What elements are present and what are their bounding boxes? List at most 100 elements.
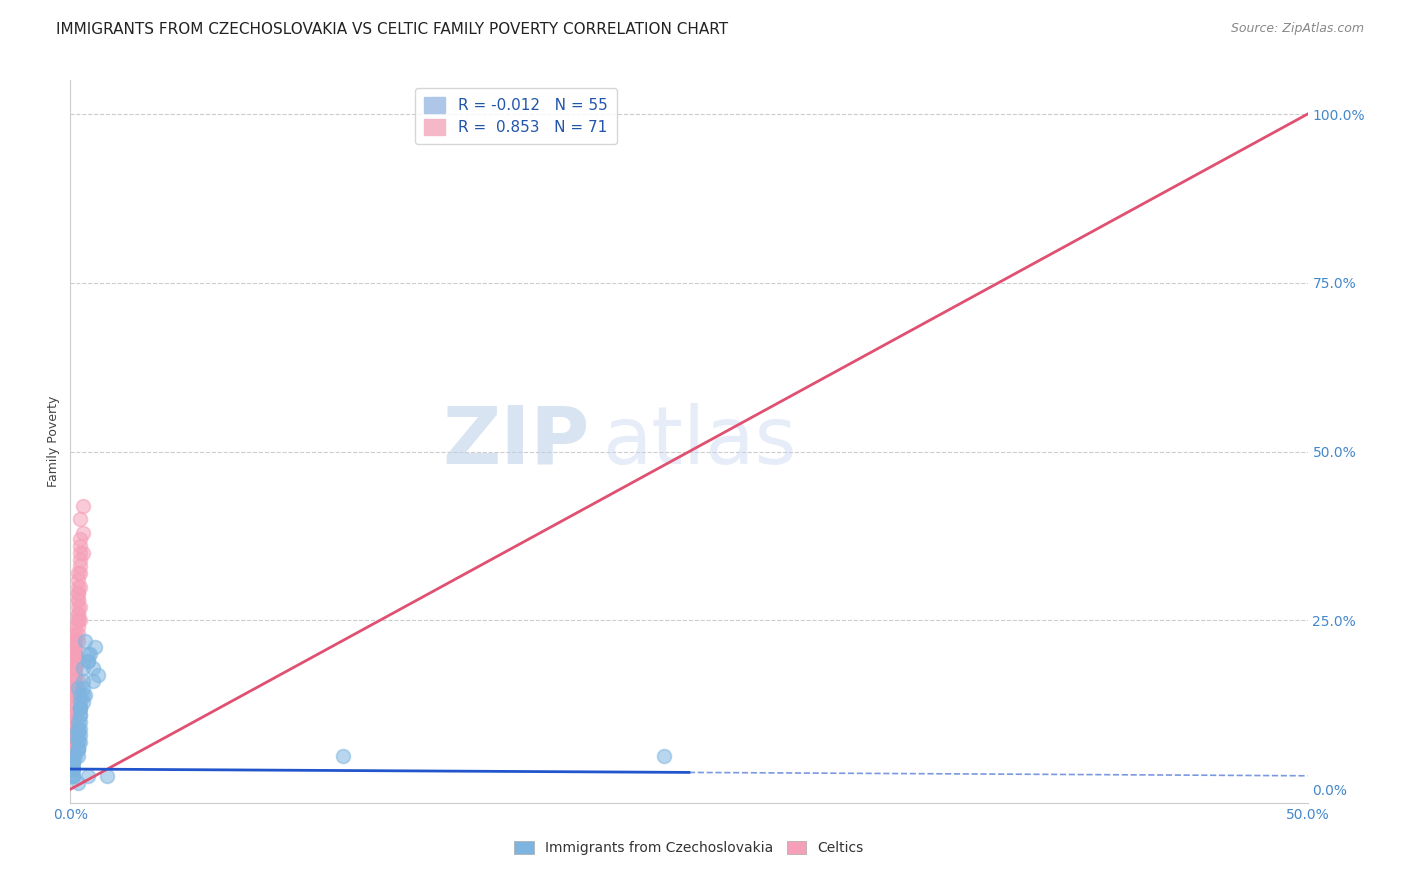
Point [69, 533, 91, 547]
Point [66, 586, 89, 600]
Point [69, 708, 91, 723]
Point [65, 627, 87, 641]
Point [69, 559, 91, 574]
Point [62, 769, 84, 783]
Point [62, 756, 84, 770]
Point [66, 728, 89, 742]
Point [72, 661, 94, 675]
Point [62, 722, 84, 736]
Point [652, 748, 675, 763]
Point [69, 701, 91, 715]
Point [69, 694, 91, 708]
Point [62, 748, 84, 763]
Point [65, 647, 87, 661]
Text: Source: ZipAtlas.com: Source: ZipAtlas.com [1230, 22, 1364, 36]
Point [66, 614, 89, 628]
Point [65, 674, 87, 689]
Point [62, 735, 84, 749]
Point [66, 722, 89, 736]
Point [69, 722, 91, 736]
Point [69, 708, 91, 723]
Point [65, 694, 87, 708]
Point [62, 722, 84, 736]
Point [65, 681, 87, 695]
Point [65, 654, 87, 668]
Point [69, 512, 91, 526]
Point [66, 714, 89, 729]
Point [62, 748, 84, 763]
Point [65, 688, 87, 702]
Point [332, 748, 354, 763]
Text: atlas: atlas [602, 402, 797, 481]
Point [66, 735, 89, 749]
Point [62, 741, 84, 756]
Point [76, 654, 98, 668]
Point [65, 640, 87, 655]
Point [65, 667, 87, 681]
Point [66, 688, 89, 702]
Point [62, 762, 84, 776]
Point [65, 647, 87, 661]
Point [65, 688, 87, 702]
Point [66, 599, 89, 614]
Point [69, 714, 91, 729]
Point [66, 741, 89, 756]
Point [65, 708, 87, 723]
Point [69, 599, 91, 614]
Text: IMMIGRANTS FROM CZECHOSLOVAKIA VS CELTIC FAMILY POVERTY CORRELATION CHART: IMMIGRANTS FROM CZECHOSLOVAKIA VS CELTIC… [56, 22, 728, 37]
Point [62, 769, 84, 783]
Point [66, 620, 89, 634]
Point [65, 633, 87, 648]
Point [72, 546, 94, 560]
Point [62, 762, 84, 776]
Point [66, 607, 89, 621]
Point [66, 633, 89, 648]
Point [66, 681, 89, 695]
Point [62, 701, 84, 715]
Point [62, 741, 84, 756]
Point [72, 681, 94, 695]
Point [79, 647, 101, 661]
Point [62, 735, 84, 749]
Point [66, 627, 89, 641]
Point [75, 633, 97, 648]
Point [76, 647, 98, 661]
Point [66, 614, 89, 628]
Point [69, 701, 91, 715]
Point [86, 667, 108, 681]
Point [66, 722, 89, 736]
Point [69, 614, 91, 628]
Point [84, 640, 107, 655]
Point [72, 694, 94, 708]
Point [75, 688, 97, 702]
Point [66, 566, 89, 581]
Point [62, 748, 84, 763]
Point [69, 688, 91, 702]
Point [62, 708, 84, 723]
Point [62, 756, 84, 770]
Point [65, 728, 87, 742]
Point [66, 607, 89, 621]
Point [69, 539, 91, 553]
Point [65, 647, 87, 661]
Point [72, 499, 94, 513]
Point [62, 762, 84, 776]
Point [66, 593, 89, 607]
Point [76, 769, 98, 783]
Point [65, 640, 87, 655]
Point [65, 620, 87, 634]
Point [69, 580, 91, 594]
Point [66, 580, 89, 594]
Point [62, 708, 84, 723]
Point [66, 573, 89, 587]
Point [76, 654, 98, 668]
Point [65, 661, 87, 675]
Point [62, 681, 84, 695]
Text: ZIP: ZIP [443, 402, 591, 481]
Point [62, 756, 84, 770]
Point [62, 762, 84, 776]
Point [66, 654, 89, 668]
Point [66, 586, 89, 600]
Point [62, 714, 84, 729]
Point [82, 674, 104, 689]
